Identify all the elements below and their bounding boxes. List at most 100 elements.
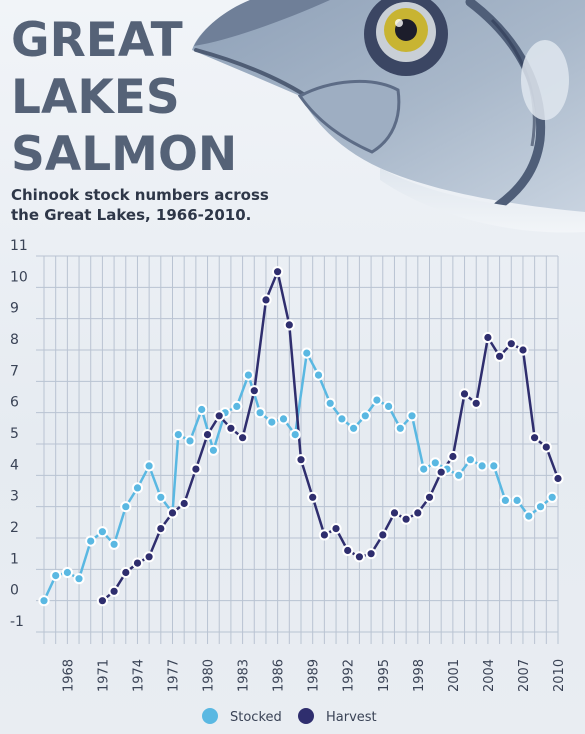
- data-point-harvest: [540, 441, 552, 453]
- data-point-stocked: [418, 463, 430, 475]
- data-point-stocked: [73, 573, 85, 585]
- series-points: [38, 266, 564, 607]
- y-tick-label: 7: [10, 363, 19, 379]
- data-point-stocked: [476, 460, 488, 472]
- chart-grid: [36, 255, 559, 644]
- data-point-harvest: [388, 507, 401, 519]
- title-line-3: SALMON: [11, 127, 237, 182]
- data-point-harvest: [96, 595, 109, 607]
- data-point-stocked: [429, 457, 441, 469]
- y-tick-label: 1: [10, 551, 19, 567]
- x-tick-label: 2001: [447, 659, 462, 692]
- x-tick-label: 2004: [482, 659, 497, 692]
- data-point-stocked: [143, 460, 155, 472]
- data-point-harvest: [400, 513, 412, 525]
- y-tick-label: -1: [10, 614, 24, 630]
- data-point-stocked: [371, 394, 383, 406]
- data-point-stocked: [289, 429, 301, 441]
- data-point-harvest: [307, 491, 319, 503]
- x-tick-label: 1995: [377, 659, 392, 692]
- x-tick-label: 1971: [96, 659, 111, 692]
- fish-jaw: [297, 80, 401, 154]
- y-tick-label: 10: [10, 269, 28, 285]
- data-point-harvest: [470, 397, 482, 409]
- y-tick-label: 4: [10, 457, 19, 473]
- x-tick-label: 2010: [552, 659, 567, 692]
- data-point-harvest: [260, 294, 272, 306]
- data-point-harvest: [237, 432, 249, 444]
- data-point-stocked: [85, 535, 97, 547]
- data-point-harvest: [283, 319, 295, 331]
- legend-swatch-harvest: [298, 708, 314, 724]
- x-tick-label: 2007: [517, 659, 532, 692]
- data-point-harvest: [272, 266, 284, 278]
- data-point-harvest: [342, 544, 354, 557]
- data-point-harvest: [447, 450, 459, 463]
- x-tick-label: 1983: [237, 659, 252, 692]
- data-point-harvest: [143, 551, 155, 563]
- x-tick-label: 1980: [202, 659, 217, 692]
- data-point-stocked: [61, 566, 74, 579]
- data-point-stocked: [406, 410, 418, 422]
- y-tick-label: 11: [10, 238, 28, 254]
- data-point-stocked: [499, 494, 511, 506]
- data-point-stocked: [131, 482, 144, 494]
- data-point-stocked: [108, 538, 120, 550]
- data-point-harvest: [552, 472, 564, 485]
- data-point-stocked: [231, 400, 243, 412]
- data-point-stocked: [523, 510, 535, 522]
- data-point-harvest: [529, 432, 541, 444]
- data-point-stocked: [277, 413, 290, 425]
- data-point-stocked: [266, 416, 278, 428]
- data-point-stocked: [464, 454, 476, 466]
- data-point-stocked: [96, 526, 109, 538]
- data-point-stocked: [254, 407, 266, 419]
- data-point-stocked: [324, 397, 336, 409]
- x-tick-label: 1986: [272, 659, 287, 692]
- data-point-harvest: [201, 429, 214, 441]
- y-tick-label: 6: [10, 395, 19, 411]
- y-tick-label: 5: [10, 426, 19, 442]
- data-point-stocked: [38, 595, 50, 607]
- data-point-harvest: [213, 410, 225, 422]
- data-point-harvest: [423, 491, 436, 503]
- x-tick-label: 1998: [412, 659, 427, 692]
- x-tick-label: 1974: [131, 659, 146, 692]
- fish-head-top: [194, 0, 330, 46]
- data-point-harvest: [155, 523, 167, 535]
- data-point-stocked: [242, 369, 254, 381]
- x-tick-label: 1968: [61, 659, 76, 692]
- data-point-stocked: [120, 501, 132, 513]
- data-point-harvest: [482, 331, 494, 344]
- data-point-harvest: [178, 497, 190, 510]
- y-tick-label: 0: [10, 583, 19, 599]
- data-point-harvest: [190, 463, 202, 475]
- data-point-stocked: [511, 494, 523, 506]
- data-point-harvest: [248, 385, 260, 397]
- chart-subtitle: Chinook stock numbers across the Great L…: [11, 186, 269, 224]
- data-point-stocked: [207, 444, 219, 456]
- data-point-stocked: [196, 403, 208, 416]
- x-axis-ticks: 1968 1971 1974 1977 1980 1983 1986 1989 1992 1995…: [61, 659, 567, 692]
- data-point-harvest: [458, 388, 471, 400]
- data-point-harvest: [295, 454, 307, 466]
- data-point-harvest: [330, 523, 342, 535]
- data-point-harvest: [353, 551, 365, 563]
- chart-legend: Stocked Harvest: [202, 708, 377, 725]
- data-point-stocked: [312, 369, 325, 381]
- data-point-harvest: [166, 507, 179, 519]
- data-point-harvest: [412, 507, 424, 519]
- data-point-stocked: [348, 422, 360, 434]
- data-point-stocked: [534, 501, 547, 513]
- title-line-1: GREAT: [11, 13, 183, 68]
- legend-label-harvest: Harvest: [326, 710, 377, 725]
- x-tick-label: 1992: [342, 659, 357, 692]
- series-line-harvest: [101, 270, 560, 602]
- data-point-stocked: [336, 413, 348, 425]
- data-point-harvest: [120, 566, 132, 579]
- chinook-line-chart: -1 0 1 2 3 4 5 6 7 8 9 10 11 1968 1971 1974 1977 1980 198…: [10, 238, 567, 692]
- data-point-stocked: [172, 429, 184, 441]
- y-axis-ticks: -1 0 1 2 3 4 5 6 7 8 9 10 11: [10, 238, 28, 630]
- fish-highlight: [521, 40, 569, 120]
